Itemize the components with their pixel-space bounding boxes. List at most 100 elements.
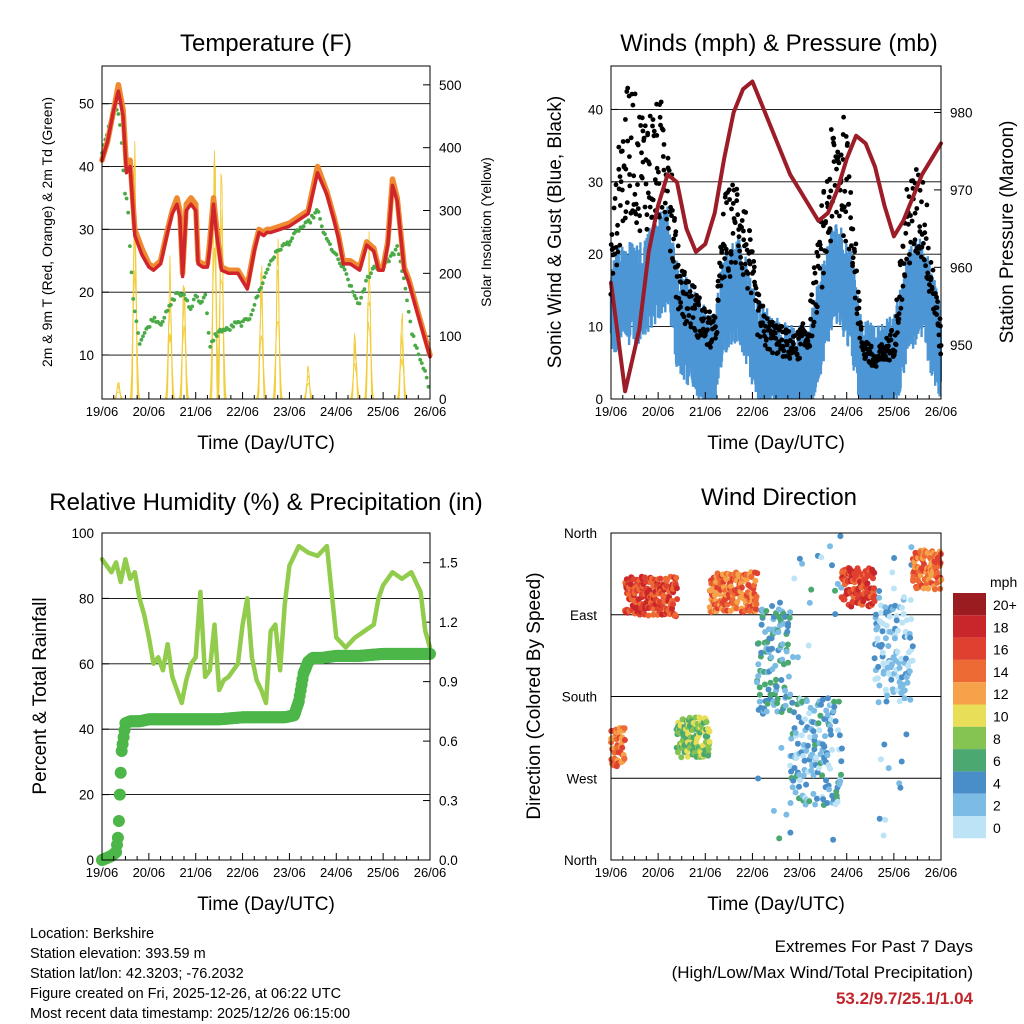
x-tick-label: 19/06 (595, 865, 628, 880)
direction-point (727, 583, 734, 590)
x-axis-label: Time (Day/UTC) (707, 894, 845, 915)
gust-point (739, 224, 744, 230)
gust-point (734, 198, 740, 204)
direction-point (895, 627, 901, 634)
direction-point (877, 756, 884, 763)
dewpoint-point (195, 295, 200, 299)
solar-insolation-line (178, 325, 190, 400)
x-tick-label: 20/06 (133, 404, 166, 419)
dewpoint-point (328, 242, 332, 247)
direction-point (880, 832, 887, 839)
direction-point (800, 753, 807, 759)
gust-point (692, 306, 698, 311)
x-tick-label: 25/06 (878, 865, 911, 880)
direction-point (779, 641, 786, 648)
gust-point (892, 348, 898, 354)
direction-point (838, 771, 844, 778)
dewpoint-point (319, 224, 324, 229)
direction-point (772, 662, 779, 669)
direction-point (810, 790, 817, 797)
direction-point (796, 783, 802, 790)
dewpoint-point (296, 229, 301, 233)
gust-point (912, 237, 918, 243)
direction-point (889, 686, 896, 693)
dewpoint-point (419, 361, 424, 365)
gust-point (848, 215, 853, 221)
legend-label: 12 (993, 686, 1009, 702)
winds-chart-title: Winds (mph) & Pressure (mb) (620, 30, 937, 57)
direction-point (787, 691, 794, 698)
solar-insolation-line (216, 278, 227, 400)
direction-point (796, 555, 803, 562)
gust-point (886, 343, 891, 349)
dewpoint-point (346, 277, 350, 282)
gust-point (645, 190, 651, 196)
direction-point (802, 716, 808, 723)
x-tick-label: 23/06 (783, 865, 816, 880)
direction-point (884, 692, 891, 699)
precip-point (114, 766, 127, 779)
solar-insolation-line (209, 247, 220, 400)
direction-point (753, 593, 760, 600)
gust-point (662, 200, 668, 206)
direction-point (783, 811, 790, 818)
gust-point (814, 310, 820, 315)
gust-point (715, 278, 721, 284)
dewpoint-point (185, 298, 190, 303)
gust-point (760, 320, 765, 326)
gust-point (934, 305, 940, 311)
gust-point (791, 341, 796, 347)
direction-point (808, 586, 815, 593)
direction-point (782, 702, 789, 709)
gust-point (635, 142, 641, 148)
direction-point (778, 744, 785, 751)
dewpoint-point (251, 308, 255, 312)
direction-point (818, 701, 824, 708)
gust-point (841, 233, 846, 239)
x-tick-label: 21/06 (689, 865, 722, 880)
gust-point (639, 115, 645, 121)
station-latlon: Station lat/lon: 42.3203; -76.2032 (30, 966, 244, 982)
gust-point (828, 127, 834, 132)
direction-point (910, 573, 917, 580)
gust-point (779, 324, 785, 329)
pressure-y2-tick-label: 950 (950, 338, 973, 353)
gust-point (779, 337, 785, 343)
gust-point (928, 275, 934, 281)
direction-point (763, 708, 770, 715)
gust-point (841, 114, 846, 120)
gust-series (608, 85, 944, 369)
gust-point (708, 344, 713, 350)
precip-y2-tick-label: 0.6 (439, 734, 458, 749)
dewpoint-point (288, 239, 293, 244)
direction-point (811, 707, 818, 714)
gust-point (857, 335, 863, 341)
direction-point (908, 616, 915, 623)
gust-point (661, 167, 667, 173)
direction-point (786, 614, 793, 621)
gust-point (662, 209, 668, 215)
direction-point (821, 743, 828, 750)
gust-point (691, 284, 697, 290)
gust-point (826, 194, 832, 200)
gust-point (689, 293, 694, 299)
dewpoint-point (334, 252, 339, 257)
direction-point (777, 599, 783, 606)
x-tick-label: 22/06 (736, 404, 769, 419)
solar-insolation-peak (272, 238, 283, 400)
gust-point (811, 319, 817, 325)
solar-insolation-peak (363, 231, 375, 400)
dewpoint-point (228, 328, 232, 332)
direction-point (898, 655, 905, 662)
direction-point (838, 758, 845, 765)
9m-temperature-line (99, 82, 433, 358)
gust-point (827, 226, 833, 232)
direction-point (755, 640, 762, 647)
x-tick-label: 23/06 (273, 865, 306, 880)
gust-point (817, 265, 823, 271)
gust-point (745, 271, 751, 276)
gust-point (797, 355, 802, 361)
solar-insolation-peak (113, 381, 124, 400)
direction-point (907, 634, 914, 641)
gust-point (773, 336, 779, 341)
